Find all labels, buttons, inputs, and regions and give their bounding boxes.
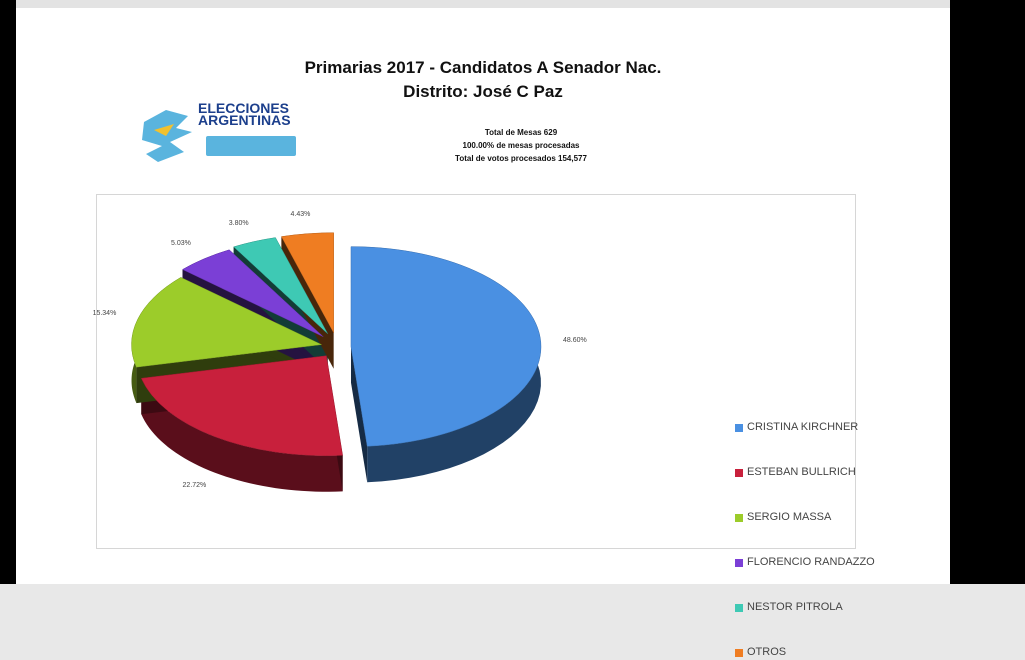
legend-label: CRISTINA KIRCHNER: [747, 421, 859, 433]
slice-label-4: 3.80%: [228, 219, 249, 227]
slice-label-1: 22.72%: [182, 482, 207, 490]
legend-swatch: [735, 514, 743, 522]
chart-subtitle: Distrito: José C Paz: [403, 82, 563, 101]
pie-chart: [131, 232, 542, 492]
slice-label-3: 5.03%: [171, 239, 191, 247]
chart-area: 48.60% 22.72% 15.34% 5.03% 3.80% 4.43% CRISTI…: [92, 194, 875, 658]
pie-slice-otros: [281, 232, 334, 333]
slide-page: Primarias 2017 - Candidatos A Senador Na…: [16, 8, 950, 658]
argentina-map-icon: [142, 110, 192, 162]
left-black-bar: [0, 0, 16, 584]
slice-label-5: 4.43%: [290, 210, 311, 218]
legend-swatch: [735, 469, 743, 477]
stat-total-mesas: Total de Mesas 629: [484, 128, 558, 137]
slice-label-2: 15.34%: [92, 309, 117, 317]
logo-subtitle-badge: [206, 136, 296, 156]
pie-slice-sergio-massa: [131, 277, 323, 368]
legend-swatch: [735, 604, 743, 612]
legend-label: OTROS: [747, 646, 787, 658]
top-strip: [16, 0, 950, 8]
logo-text: ELECCIONES ARGENTINAS: [198, 100, 291, 128]
pie-slice-nestor-pitrola: [233, 237, 328, 334]
legend-swatch: [735, 649, 743, 657]
stats-block: Total de Mesas 629 100.00% de mesas proc…: [396, 126, 646, 165]
chart-title: Primarias 2017 - Candidatos A Senador Na…: [304, 58, 662, 77]
stat-mesas-procesadas: 100.00% de mesas procesadas: [462, 141, 580, 150]
logo-line2: ARGENTINAS: [198, 112, 291, 128]
logo-line1: ELECCIONES: [198, 100, 290, 116]
slice-label-0: 48.60%: [562, 336, 587, 344]
pie-slice-florencio-randazzo: [182, 249, 324, 337]
elecciones-argentinas-logo: ELECCIONES ARGENTINAS: [136, 100, 326, 174]
pie-slice-cristina-kirchner: [350, 246, 542, 447]
legend-label: FLORENCIO RANDAZZO: [747, 556, 875, 568]
legend-label: ESTEBAN BULLRICH: [747, 466, 856, 478]
right-black-bar: [950, 0, 1025, 584]
legend-label: NESTOR PITROLA: [747, 601, 843, 613]
legend-swatch: [735, 424, 743, 432]
pie-slice-esteban-bullrich: [140, 355, 343, 456]
stat-total-votos: Total de votos procesados 154,577: [455, 154, 587, 163]
legend-swatch: [735, 559, 743, 567]
legend-label: SERGIO MASSA: [747, 511, 832, 523]
